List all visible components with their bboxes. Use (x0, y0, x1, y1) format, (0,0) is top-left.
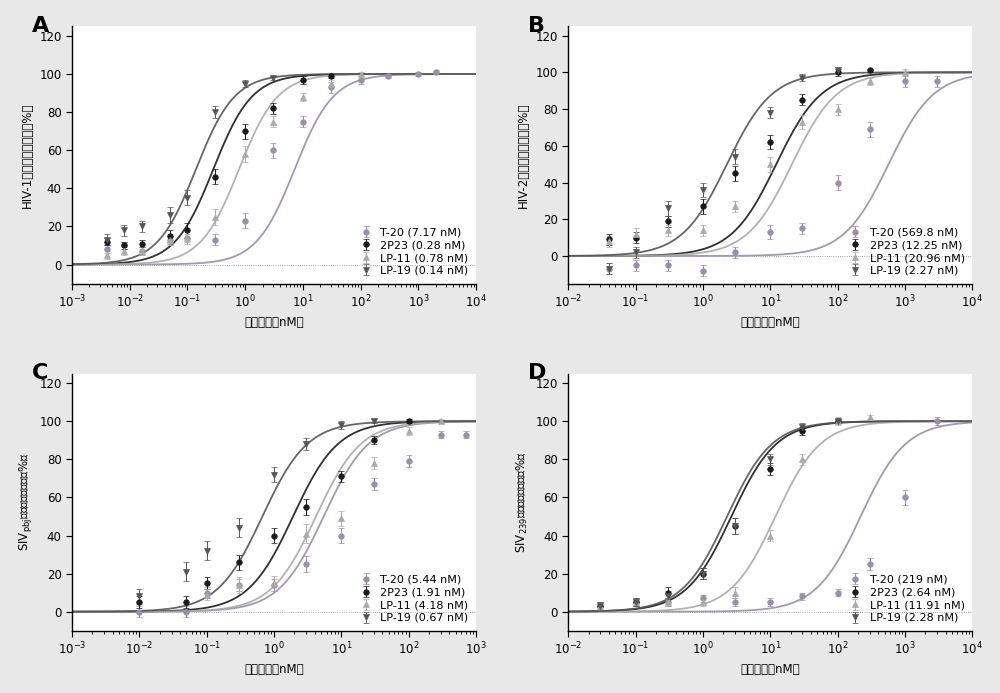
Legend: T-20 (219 nM), 2P23 (2.64 nM), LP-11 (11.91 nM), LP-19 (2.28 nM): T-20 (219 nM), 2P23 (2.64 nM), LP-11 (11… (843, 572, 967, 625)
Text: B: B (528, 16, 545, 36)
Text: D: D (528, 363, 546, 383)
Y-axis label: HIV-2细胞融合抑制率（%）: HIV-2细胞融合抑制率（%） (517, 103, 530, 208)
Text: A: A (32, 16, 49, 36)
Text: C: C (32, 363, 48, 383)
X-axis label: 多肽浓度（nM）: 多肽浓度（nM） (244, 663, 304, 676)
X-axis label: 多肽浓度（nM）: 多肽浓度（nM） (244, 316, 304, 329)
Legend: T-20 (569.8 nM), 2P23 (12.25 nM), LP-11 (20.96 nM), LP-19 (2.27 nM): T-20 (569.8 nM), 2P23 (12.25 nM), LP-11 … (843, 225, 967, 278)
Legend: T-20 (7.17 nM), 2P23 (0.28 nM), LP-11 (0.78 nM), LP-19 (0.14 nM): T-20 (7.17 nM), 2P23 (0.28 nM), LP-11 (0… (354, 225, 471, 278)
X-axis label: 多肽浓度（nM）: 多肽浓度（nM） (741, 663, 800, 676)
Y-axis label: $\mathrm{SIV_{pbj}}$细胞融合抑制率（%）: $\mathrm{SIV_{pbj}}$细胞融合抑制率（%） (17, 453, 34, 552)
Y-axis label: HIV-1细胞融合抑制率（%）: HIV-1细胞融合抑制率（%） (21, 103, 34, 208)
Y-axis label: $\mathrm{SIV_{239}}$细胞融合抑制率（%）: $\mathrm{SIV_{239}}$细胞融合抑制率（%） (515, 452, 530, 553)
Legend: T-20 (5.44 nM), 2P23 (1.91 nM), LP-11 (4.18 nM), LP-19 (0.67 nM): T-20 (5.44 nM), 2P23 (1.91 nM), LP-11 (4… (354, 572, 471, 625)
X-axis label: 多肽浓度（nM）: 多肽浓度（nM） (741, 316, 800, 329)
